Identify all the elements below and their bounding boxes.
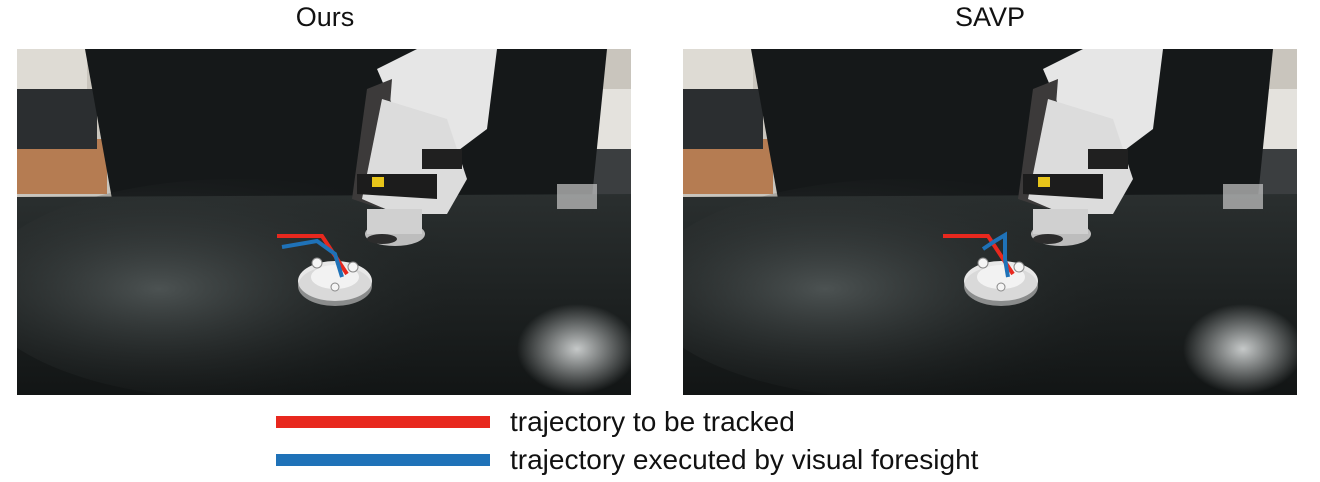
robot-scene-photo-savp — [683, 49, 1297, 395]
panel-title-ours: Ours — [295, 2, 355, 32]
legend-label-tracked: trajectory to be tracked — [510, 406, 795, 437]
legend-item-executed: trajectory executed by visual foresight — [276, 444, 978, 476]
panel-title-savp: SAVP — [954, 2, 1026, 32]
legend-item-tracked: trajectory to be tracked — [276, 406, 795, 438]
robot-scene-photo-ours — [17, 49, 631, 395]
legend-swatch-red — [276, 416, 490, 428]
legend-swatch-blue — [276, 454, 490, 466]
legend-label-executed: trajectory executed by visual foresight — [510, 444, 979, 475]
